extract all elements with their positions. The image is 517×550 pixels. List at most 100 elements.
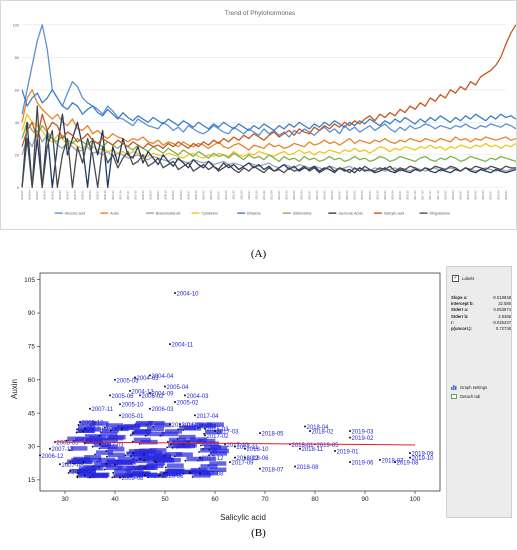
y-tick-label: 80 [15, 55, 20, 60]
stat-key: Stderr a: [451, 307, 469, 313]
cluster-label-block [201, 470, 219, 476]
cluster-point [98, 447, 101, 450]
scatter-point [304, 425, 306, 428]
cluster-point [65, 462, 67, 465]
cluster-point [143, 459, 146, 462]
point-label: 2019-08 [397, 461, 420, 467]
labels-checkbox-label: Labels [462, 276, 475, 281]
cluster-point [131, 440, 134, 443]
x-tick-label: 2004-01 [20, 190, 24, 200]
cluster-label-block [100, 431, 118, 437]
cluster-label-block [168, 437, 186, 443]
point-label: 2004-03 [137, 376, 160, 382]
cluster-point [171, 446, 174, 449]
scatter-point [204, 427, 206, 430]
scatter-point [39, 454, 41, 457]
point-label: 2006-03 [152, 407, 175, 413]
point-label: 2017-03 [217, 429, 240, 435]
cluster-point [166, 446, 169, 449]
cluster-label-block [175, 452, 193, 457]
cluster-point [131, 432, 134, 435]
scatter-point [149, 392, 151, 395]
cluster-label-block [157, 458, 175, 463]
x-tick-label: 2005-10 [73, 190, 77, 200]
x-tick-label: 60 [211, 496, 219, 503]
y-tick-label: 60 [28, 377, 36, 384]
scatter-point [99, 443, 101, 446]
cluster-label-block [146, 426, 164, 432]
point-label: 2008-05 [57, 441, 80, 447]
cluster-label-block [93, 462, 111, 467]
y-tick-label: 100 [12, 22, 19, 27]
legend-label: Ethylene [247, 212, 261, 216]
series-line-strigolactone [21, 105, 516, 189]
point-label: 2018-07 [382, 458, 405, 464]
point-label: 2016-08 [162, 474, 185, 480]
cluster-point [188, 440, 190, 443]
x-tick-label: 2005-07 [65, 190, 69, 200]
cluster-label-block [166, 463, 184, 468]
scatter-point [149, 374, 151, 377]
cluster-label-block [136, 420, 154, 426]
cluster-point [153, 460, 156, 463]
scatter-point [234, 456, 236, 459]
cluster-label-block [91, 421, 109, 426]
cluster-point [143, 453, 145, 456]
scatter-point [349, 436, 351, 439]
cluster-label-block [149, 448, 167, 453]
cluster-label-block [165, 429, 183, 434]
scatter-point [394, 461, 396, 464]
point-label: 2019-05 [317, 443, 340, 449]
point-label: 2004-10 [177, 292, 200, 298]
cluster-point [130, 474, 133, 477]
x-tick-label: 2005-01 [50, 190, 54, 200]
cluster-label-block [107, 452, 125, 458]
detach-tab-icon [451, 394, 457, 399]
cluster-label-block [200, 464, 218, 469]
cluster-label-block [79, 469, 97, 474]
cluster-point [170, 443, 172, 446]
regression-side-panel: ✓ Labels Slope a: -0.018848 Intercept b: 32… [446, 266, 512, 518]
phytohormone-trend-chart: Trend of Phytohormones 0 20 40 60 80 100 2004… [0, 0, 517, 230]
cluster-label-block [140, 439, 158, 445]
point-label: 2017-02 [207, 434, 230, 440]
x-tick-label: 2013-04 [300, 190, 304, 200]
cluster-point [120, 428, 123, 431]
x-tick-label: 40 [111, 496, 119, 503]
cluster-label-block [145, 450, 163, 455]
scatter-point [349, 429, 351, 432]
point-label: 2005-02 [177, 401, 200, 407]
caption-b: (B) [251, 527, 266, 539]
cluster-label-block [178, 434, 196, 440]
point-label: 2018-07 [262, 467, 285, 473]
stat-value: 32.585 [498, 301, 511, 307]
scatter-point [349, 461, 351, 464]
point-label: 2019-09 [412, 452, 435, 458]
point-label: 2019-03 [352, 429, 375, 435]
point-label: 2004-12 [132, 389, 155, 395]
x-tick-label: 2010-04 [209, 190, 213, 200]
stat-row: Stderr b: 2.8386 [451, 314, 511, 320]
x-tick-label: 30 [61, 496, 69, 503]
scatter-point [244, 456, 246, 459]
point-label: 2007-02 [87, 427, 110, 433]
point-label: 2006-02 [142, 394, 165, 400]
cluster-point [166, 440, 169, 443]
legend-label: Gibberellins [293, 212, 312, 216]
graph-settings-button[interactable]: Graph settings [451, 385, 487, 390]
cluster-label-block [71, 458, 89, 463]
labels-checkbox[interactable]: ✓ Labels [452, 275, 474, 282]
cluster-point [164, 466, 167, 469]
cluster-label-block [146, 431, 164, 437]
cluster-point [139, 458, 142, 460]
legend-label: Strigolactone [429, 212, 450, 216]
detach-tab-button[interactable]: Detach tab [451, 394, 480, 399]
x-tick-label: 2004-04 [28, 190, 32, 200]
point-label: 2009-08 [122, 476, 145, 482]
scatter-point [114, 378, 116, 381]
scatter-point [309, 429, 311, 432]
legend-label: Cytokinins [201, 212, 218, 216]
y-tick-label: 40 [15, 120, 20, 125]
cluster-label-block [179, 425, 197, 430]
cluster-label-block [209, 451, 227, 456]
